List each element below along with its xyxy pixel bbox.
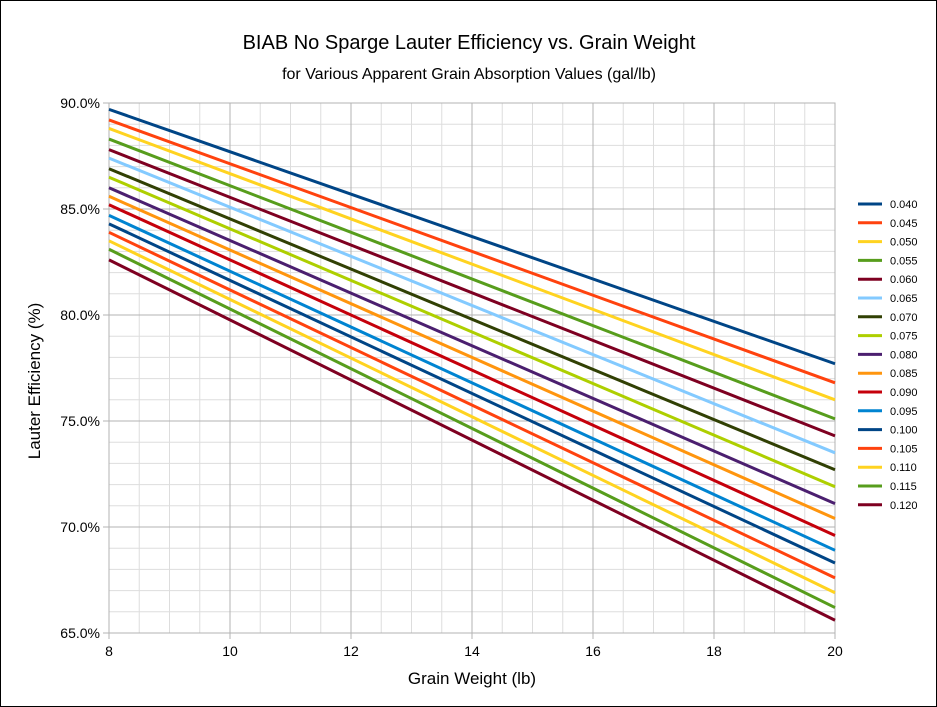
legend-entry: 0.065 bbox=[890, 293, 918, 305]
series-line-0.100 bbox=[108, 222, 836, 565]
chart-subtitle: for Various Apparent Grain Absorption Va… bbox=[282, 66, 656, 83]
y-tick-label: 80.0% bbox=[60, 307, 100, 323]
series-line-0.070 bbox=[108, 167, 836, 472]
series-line-0.055 bbox=[108, 137, 836, 421]
series-line-0.040 bbox=[108, 107, 836, 366]
legend-entry: 0.110 bbox=[890, 462, 917, 474]
legend-entry: 0.100 bbox=[890, 425, 918, 437]
x-tick-label: 20 bbox=[827, 643, 843, 659]
series-line-0.045 bbox=[108, 118, 836, 385]
series-line-0.050 bbox=[108, 127, 836, 402]
x-tick-label: 12 bbox=[343, 643, 359, 659]
series-line-0.075 bbox=[108, 175, 836, 489]
series-line-0.115 bbox=[108, 247, 836, 609]
legend-entry: 0.080 bbox=[890, 349, 918, 361]
series-lines bbox=[108, 107, 836, 622]
legend-entry: 0.060 bbox=[890, 274, 918, 286]
series-line-0.085 bbox=[108, 194, 836, 520]
x-axis-label: Grain Weight (lb) bbox=[408, 669, 536, 688]
series-line-0.105 bbox=[108, 230, 836, 580]
legend-entry: 0.050 bbox=[890, 237, 918, 249]
legend-entry: 0.075 bbox=[890, 331, 918, 343]
series-line-0.060 bbox=[108, 148, 836, 438]
x-tick-label: 16 bbox=[585, 643, 601, 659]
chart-title: BIAB No Sparge Lauter Efficiency vs. Gra… bbox=[243, 32, 696, 54]
legend-entry: 0.115 bbox=[890, 481, 917, 493]
y-tick-label: 75.0% bbox=[60, 413, 100, 429]
legend-entry: 0.040 bbox=[890, 199, 918, 211]
legend-entry: 0.055 bbox=[890, 255, 918, 267]
legend-entry: 0.120 bbox=[890, 500, 918, 512]
series-line-0.080 bbox=[108, 186, 836, 506]
legend-entry: 0.095 bbox=[890, 406, 918, 418]
legend-entry: 0.105 bbox=[890, 443, 918, 455]
series-line-0.090 bbox=[108, 203, 836, 537]
x-tick-label: 14 bbox=[464, 643, 480, 659]
y-tick-label: 85.0% bbox=[60, 201, 100, 217]
x-tick-label: 10 bbox=[222, 643, 238, 659]
x-tick-label: 8 bbox=[105, 643, 113, 659]
legend-entry: 0.090 bbox=[890, 387, 918, 399]
series-line-0.095 bbox=[108, 213, 836, 552]
y-tick-label: 70.0% bbox=[60, 519, 100, 535]
y-axis-ticks: 65.0% 70.0% 75.0% 80.0% 85.0% 90.0% bbox=[60, 95, 109, 641]
series-line-0.110 bbox=[108, 239, 836, 595]
legend-entry: 0.045 bbox=[890, 218, 918, 230]
x-tick-label: 18 bbox=[706, 643, 722, 659]
y-axis-label: Lauter Efficiency (%) bbox=[25, 303, 44, 460]
legend-entry: 0.070 bbox=[890, 312, 918, 324]
series-line-0.065 bbox=[108, 156, 836, 455]
y-tick-label: 90.0% bbox=[60, 95, 100, 111]
series-line-0.120 bbox=[108, 258, 836, 622]
y-tick-label: 65.0% bbox=[60, 625, 100, 641]
legend-entry: 0.085 bbox=[890, 368, 918, 380]
legend: 0.040 0.045 0.050 0.055 0.060 0.065 0.070 0.075… bbox=[858, 199, 918, 512]
x-axis-ticks: 8 10 12 14 16 18 20 bbox=[105, 633, 843, 659]
